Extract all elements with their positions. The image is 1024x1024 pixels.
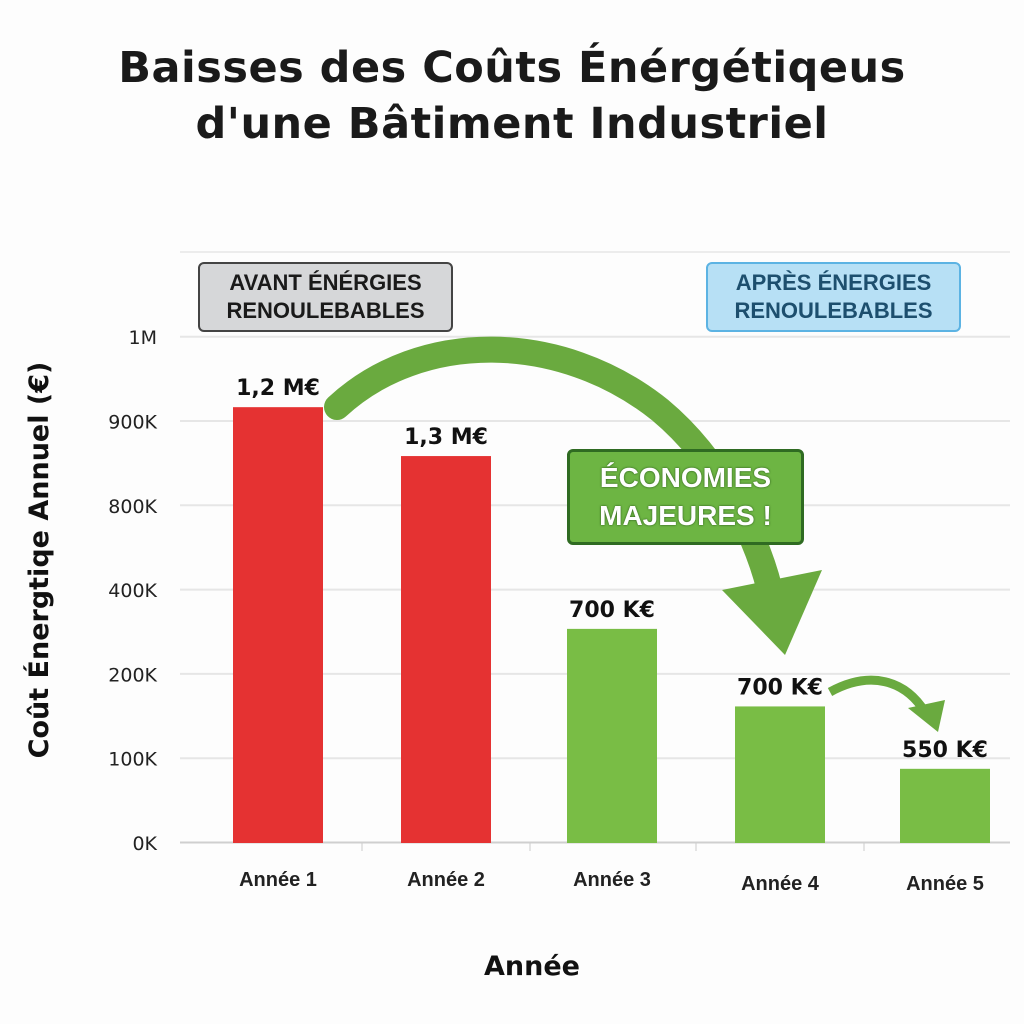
data-label-1: 1,2 M€ [236, 376, 320, 401]
y-axis-title: Coût Énergtiqe Annuel (€) [23, 362, 55, 759]
x-axis-title: Année [484, 951, 580, 982]
savings-callout: ÉCONOMIES MAJEURES ! [567, 449, 804, 545]
y-tick-label: 900K [108, 412, 157, 434]
small-arrow-shaft [827, 675, 929, 715]
chart-title: Baisses des Coûts Énérgétiqeus d'une Bât… [0, 40, 1024, 152]
data-label-4: 700 K€ [737, 675, 823, 700]
data-label-3: 700 K€ [569, 598, 655, 623]
big-arrow-head [722, 570, 822, 655]
title-line-1: Baisses des Coûts Énérgétiqeus [118, 43, 906, 93]
y-tick-label: 1M [129, 327, 157, 349]
bar-2 [401, 456, 491, 843]
y-tick-label: 100K [108, 749, 157, 771]
before-label-line-2: RENOULEBABLES [226, 298, 425, 323]
y-tick-label: 0K [132, 833, 157, 855]
bar-4 [735, 706, 825, 843]
after-label-line-2: RENOULEBABLES [734, 298, 933, 323]
y-tick-label: 800K [108, 496, 157, 518]
x-tick-label-5: Année 5 [906, 873, 984, 895]
before-renewables-label: AVANT ÉNÉRGIES RENOULEBABLES [198, 262, 453, 332]
title-line-2: d'une Bâtiment Industriel [195, 99, 829, 149]
after-label-line-1: APRÈS ÉNERGIES [735, 270, 932, 295]
callout-line-1: ÉCONOMIES [599, 462, 772, 493]
bar-3 [567, 628, 657, 843]
x-tick-label-1: Année 1 [239, 869, 317, 891]
data-label-2: 1,3 M€ [404, 425, 488, 450]
y-tick-label: 400K [108, 580, 157, 602]
after-renewables-label: APRÈS ÉNERGIES RENOULEBABLES [706, 262, 961, 332]
callout-line-2: MAJEURES ! [599, 500, 772, 531]
bar-5 [900, 768, 990, 843]
x-tick-label-3: Année 3 [573, 869, 651, 891]
y-tick-label: 200K [108, 664, 157, 686]
bar-1 [233, 407, 323, 843]
x-tick-label-4: Année 4 [741, 873, 820, 895]
data-label-5: 550 K€ [902, 738, 988, 763]
small-arrow-head [908, 700, 945, 732]
x-tick-label-2: Année 2 [407, 869, 485, 891]
before-label-line-1: AVANT ÉNÉRGIES [229, 270, 422, 295]
